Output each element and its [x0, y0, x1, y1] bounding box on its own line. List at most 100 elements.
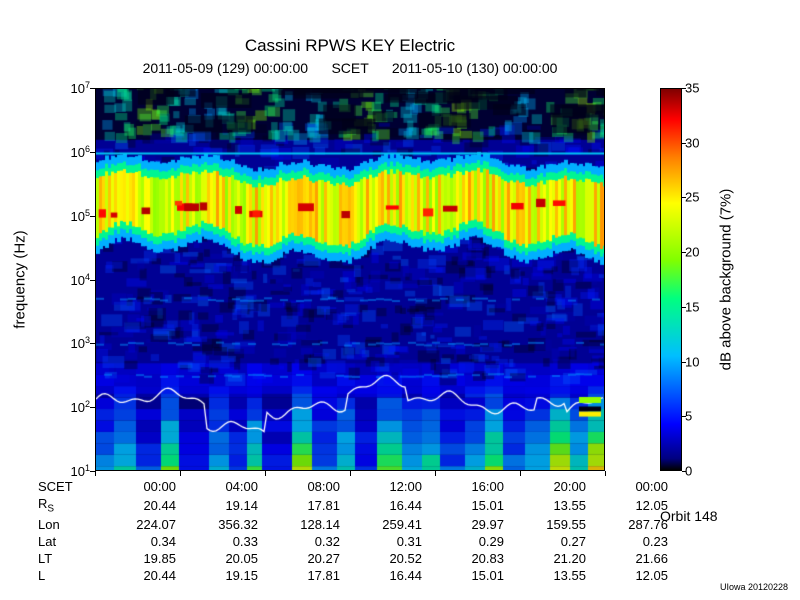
colorbar-tick-mark	[682, 471, 686, 472]
x-tick-mark	[350, 471, 351, 476]
colorbar-label-text: dB above background (7%)	[718, 189, 735, 371]
row-label: SCET	[38, 478, 94, 495]
table-cell: 21.66	[586, 550, 668, 567]
table-row: Lat0.340.330.320.310.290.270.23	[38, 533, 668, 550]
colorbar-tick: 20	[685, 245, 699, 260]
colorbar-tick: 15	[685, 299, 699, 314]
ephemeris-table: SCET00:0004:0008:0012:0016:0020:0000:00R…	[38, 478, 668, 584]
spectrogram-plot	[95, 88, 605, 471]
subtitle-right: 2011-05-10 (130) 00:00:00	[392, 60, 558, 76]
table-cell: 16:00	[422, 478, 504, 495]
table-cell: 259.41	[340, 516, 422, 533]
y-tick-label: 101	[55, 463, 90, 479]
x-tick-mark	[95, 471, 96, 476]
y-tick-label: 106	[55, 144, 90, 160]
table-row: Lon224.07356.32128.14259.4129.97159.5528…	[38, 516, 668, 533]
x-tick-mark	[605, 471, 606, 476]
table-row: SCET00:0004:0008:0012:0016:0020:0000:00	[38, 478, 668, 495]
table-cell: 19.14	[176, 495, 258, 516]
colorbar-tick-mark	[682, 143, 686, 144]
table-cell: 16.44	[340, 567, 422, 584]
colorbar-tick: 5	[685, 409, 692, 424]
x-tick-mark	[180, 471, 181, 476]
subtitle-left: 2011-05-09 (129) 00:00:00	[143, 60, 309, 76]
colorbar-tick-mark	[682, 88, 686, 89]
table-cell: 20.52	[340, 550, 422, 567]
x-tick-mark	[265, 471, 266, 476]
table-row: LT19.8520.0520.2720.5220.8321.2021.66	[38, 550, 668, 567]
row-label: LT	[38, 550, 94, 567]
y-tick-mark	[90, 280, 95, 281]
colorbar-tick: 0	[685, 464, 692, 479]
y-tick-mark	[90, 216, 95, 217]
table-cell: 29.97	[422, 516, 504, 533]
table-cell: 20.44	[94, 495, 176, 516]
y-tick-mark	[90, 88, 95, 89]
y-tick-label: 102	[55, 399, 90, 415]
table-cell: 12:00	[340, 478, 422, 495]
table-cell: 12.05	[586, 567, 668, 584]
table-cell: 13.55	[504, 567, 586, 584]
colorbar-tick-mark	[682, 197, 686, 198]
chart-title: Cassini RPWS KEY Electric	[95, 36, 605, 56]
table-cell: 287.76	[586, 516, 668, 533]
y-tick-label: 107	[55, 80, 90, 96]
table-cell: 0.29	[422, 533, 504, 550]
colorbar-tick-mark	[682, 362, 686, 363]
table-cell: 0.32	[258, 533, 340, 550]
table-cell: 0.27	[504, 533, 586, 550]
table-cell: 12.05	[586, 495, 668, 516]
table-row: L20.4419.1517.8116.4415.0113.5512.05	[38, 567, 668, 584]
table-cell: 0.23	[586, 533, 668, 550]
table-cell: 15.01	[422, 567, 504, 584]
table-cell: 13.55	[504, 495, 586, 516]
colorbar-tick: 35	[685, 81, 699, 96]
subtitle-mid: SCET	[331, 60, 368, 76]
table-cell: 20:00	[504, 478, 586, 495]
table-cell: 128.14	[258, 516, 340, 533]
y-tick-label: 103	[55, 335, 90, 351]
x-tick-mark	[520, 471, 521, 476]
table-cell: 0.31	[340, 533, 422, 550]
row-label: Lat	[38, 533, 94, 550]
table-cell: 21.20	[504, 550, 586, 567]
table-cell: 20.44	[94, 567, 176, 584]
y-axis-label: frequency (Hz)	[10, 88, 30, 471]
y-tick-mark	[90, 407, 95, 408]
table-cell: 0.34	[94, 533, 176, 550]
table-cell: 20.27	[258, 550, 340, 567]
y-axis-label-text: frequency (Hz)	[12, 230, 29, 328]
footer-text: UIowa 20120228	[720, 582, 788, 592]
y-tick-mark	[90, 152, 95, 153]
x-tick-mark	[435, 471, 436, 476]
colorbar-tick-mark	[682, 416, 686, 417]
chart-subtitle: 2011-05-09 (129) 00:00:00 SCET 2011-05-1…	[95, 60, 605, 76]
table-cell: 20.83	[422, 550, 504, 567]
colorbar-tick: 30	[685, 135, 699, 150]
table-cell: 20.05	[176, 550, 258, 567]
table-cell: 16.44	[340, 495, 422, 516]
table-cell: 159.55	[504, 516, 586, 533]
y-tick-label: 105	[55, 207, 90, 223]
table-cell: 00:00	[94, 478, 176, 495]
table-cell: 19.15	[176, 567, 258, 584]
colorbar	[660, 88, 682, 471]
table-cell: 17.81	[258, 495, 340, 516]
table-cell: 00:00	[586, 478, 668, 495]
table-cell: 17.81	[258, 567, 340, 584]
table-cell: 08:00	[258, 478, 340, 495]
row-label: L	[38, 567, 94, 584]
orbit-text: Orbit 148	[660, 508, 718, 524]
spectrogram-canvas	[96, 89, 604, 470]
row-label: RS	[38, 495, 94, 516]
table-cell: 04:00	[176, 478, 258, 495]
table-cell: 0.33	[176, 533, 258, 550]
colorbar-tick-mark	[682, 307, 686, 308]
row-label: Lon	[38, 516, 94, 533]
colorbar-tick: 25	[685, 190, 699, 205]
colorbar-tick-mark	[682, 252, 686, 253]
colorbar-label: dB above background (7%)	[716, 88, 736, 471]
y-tick-mark	[90, 343, 95, 344]
colorbar-tick: 10	[685, 354, 699, 369]
table-cell: 224.07	[94, 516, 176, 533]
